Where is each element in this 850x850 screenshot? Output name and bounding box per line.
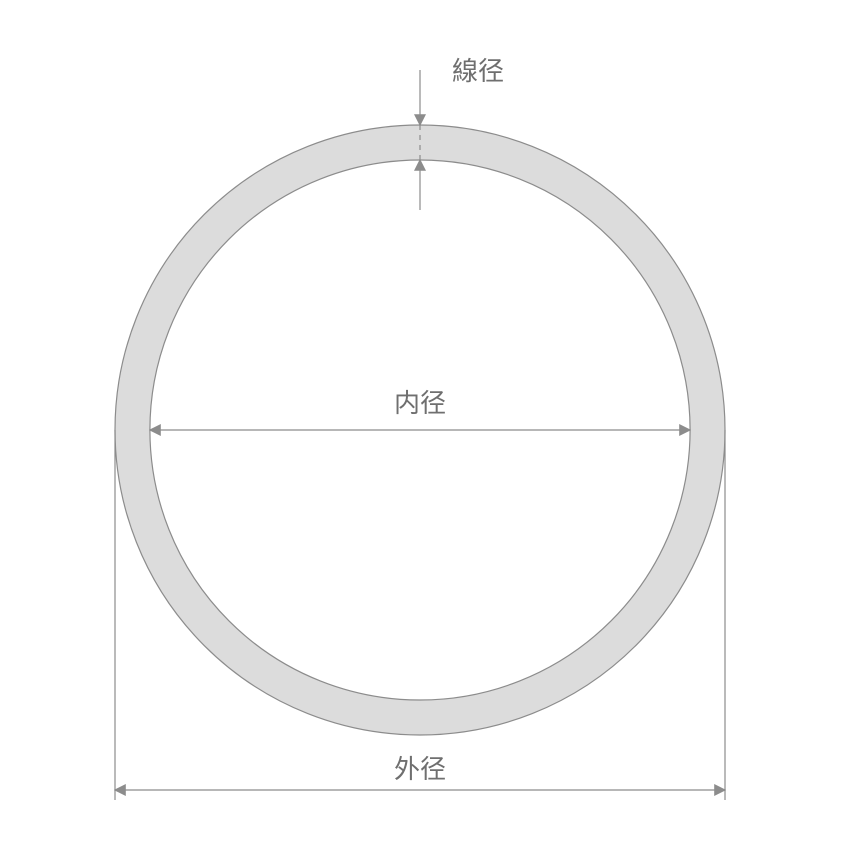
wall-thickness-label: 線径 [452, 56, 504, 86]
inner-diameter-label: 内径 [394, 388, 446, 418]
ring-dimension-diagram: 線径内径外径 [0, 0, 850, 850]
outer-diameter-label: 外径 [394, 754, 446, 784]
